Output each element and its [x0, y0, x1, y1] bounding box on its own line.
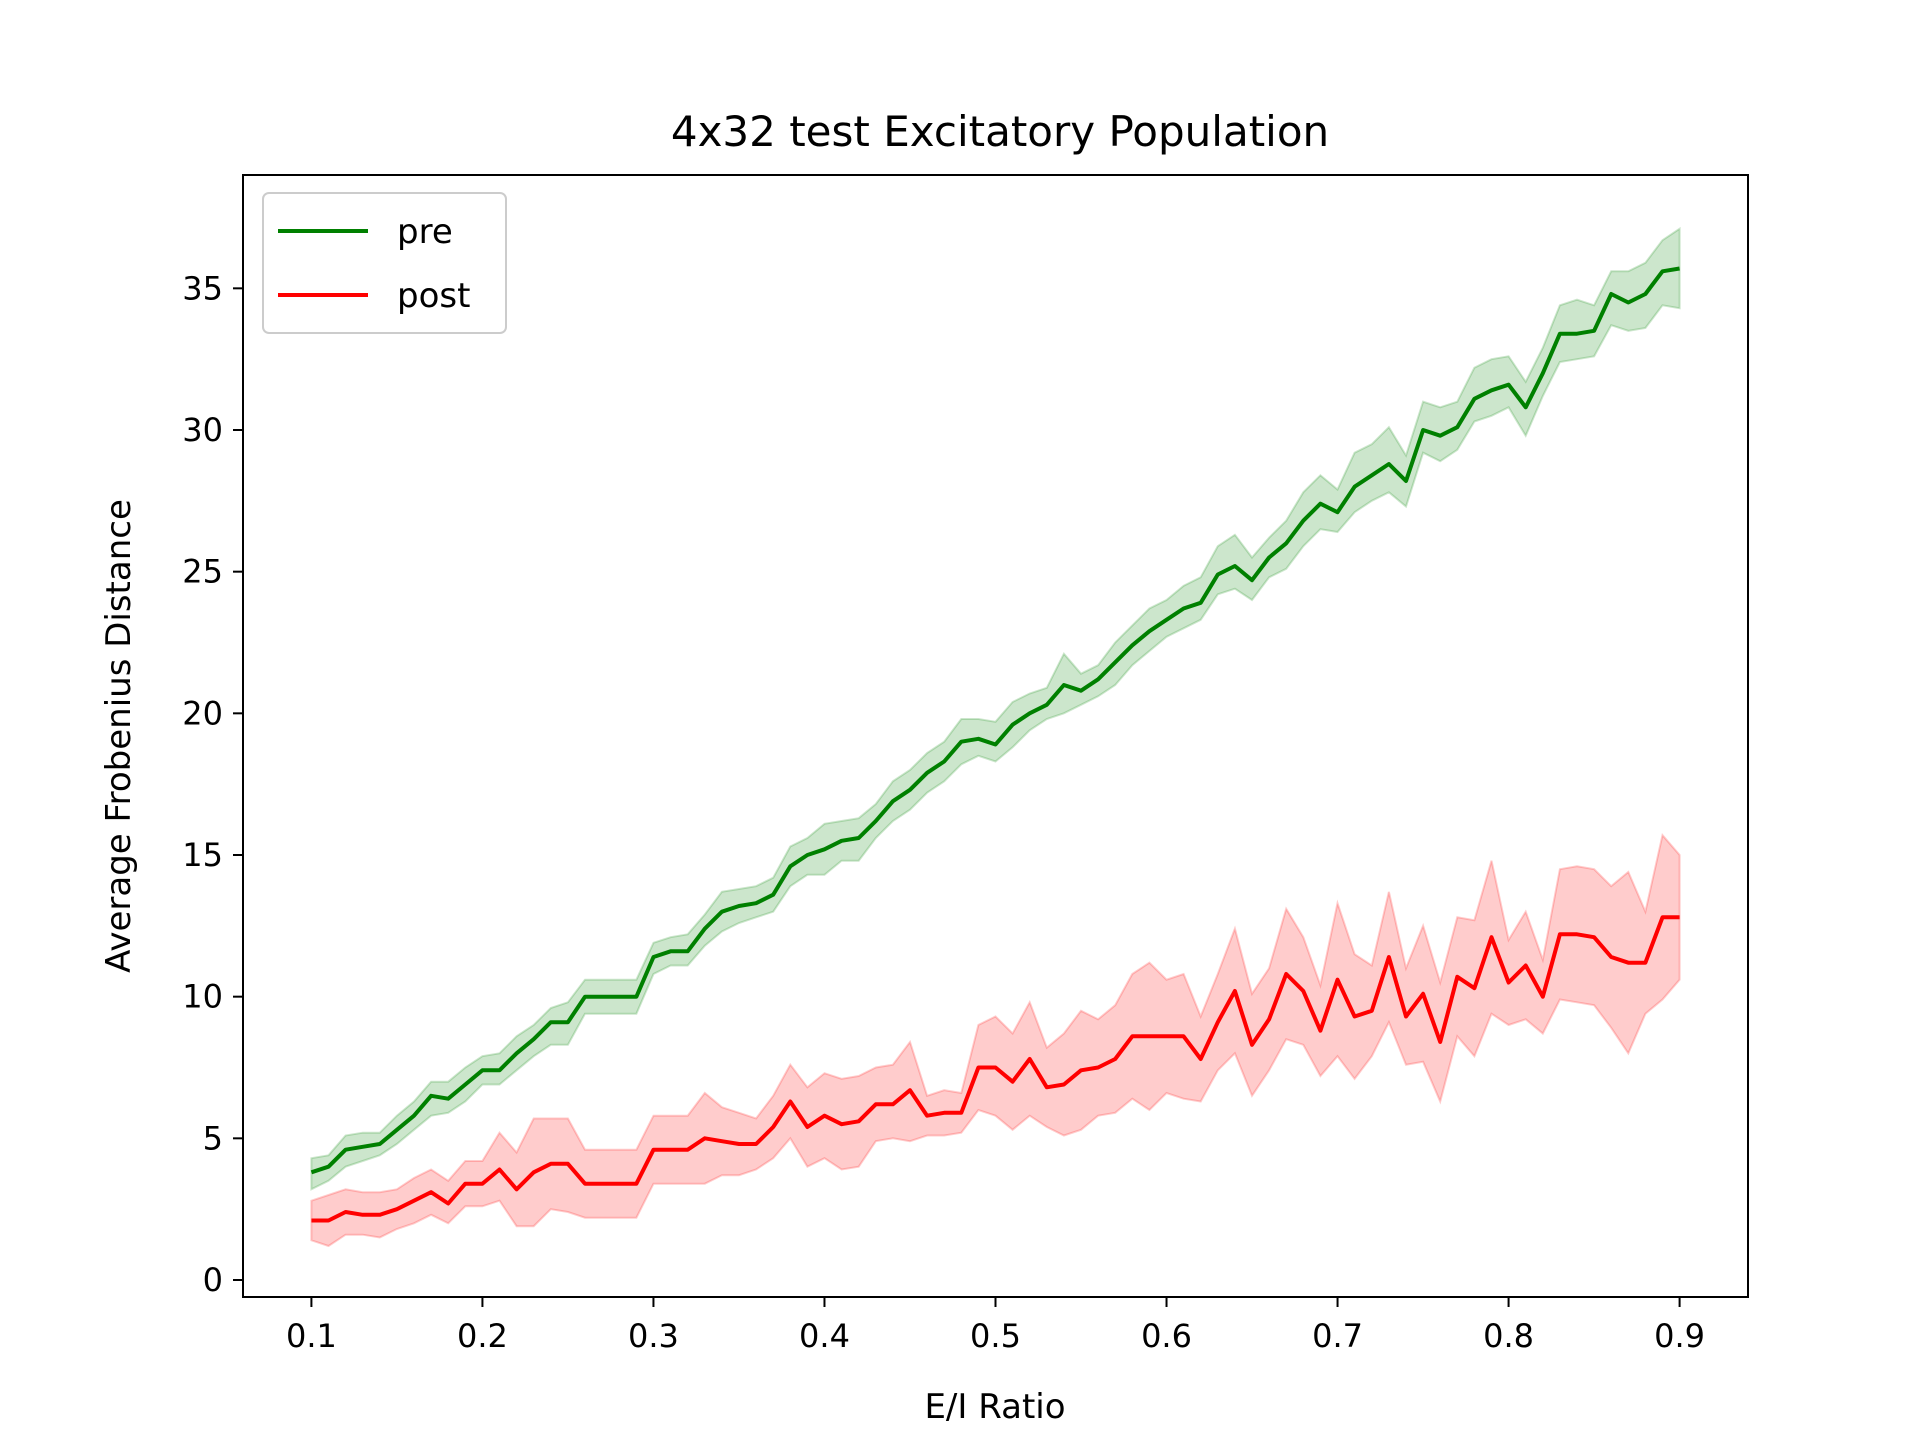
y-tick-label: 30 — [182, 411, 223, 449]
y-tick-label: 20 — [182, 694, 223, 732]
x-tick-label: 0.7 — [1312, 1317, 1363, 1355]
band-post — [310, 833, 1681, 1248]
y-tick-label: 0 — [203, 1261, 223, 1299]
line-post — [311, 915, 1680, 1223]
x-axis-label: E/I Ratio — [924, 1387, 1065, 1427]
band-pre — [310, 226, 1681, 1191]
legend: pre post — [262, 192, 507, 334]
x-tick-label: 0.3 — [628, 1317, 679, 1355]
x-tick-label: 0.5 — [970, 1317, 1021, 1355]
x-tick-label: 0.2 — [457, 1317, 508, 1355]
y-tick-label: 15 — [182, 836, 223, 874]
series-lines — [310, 266, 1680, 1223]
x-tick-label: 0.8 — [1483, 1317, 1534, 1355]
line-pre — [310, 266, 1680, 1175]
x-axis: 0.1 0.2 0.3 0.4 0.5 0.6 0.7 0.8 0.9 — [286, 1297, 1705, 1355]
y-tick-label: 5 — [203, 1119, 223, 1157]
y-tick-label: 10 — [182, 978, 223, 1016]
legend-label-pre: pre — [397, 212, 453, 252]
y-tick-label: 35 — [182, 269, 223, 307]
legend-box — [262, 192, 507, 334]
x-tick-label: 0.9 — [1654, 1317, 1705, 1355]
x-tick-label: 0.6 — [1141, 1317, 1192, 1355]
y-axis: 0 5 10 15 20 25 30 35 — [182, 269, 243, 1299]
x-tick-label: 0.1 — [286, 1317, 337, 1355]
chart-title: 4x32 test Excitatory Population — [671, 107, 1329, 156]
confidence-bands — [310, 226, 1681, 1248]
legend-label-post: post — [397, 276, 470, 316]
x-tick-label: 0.4 — [799, 1317, 850, 1355]
y-axis-label: Average Frobenius Distance — [99, 499, 139, 973]
y-tick-label: 25 — [182, 553, 223, 591]
